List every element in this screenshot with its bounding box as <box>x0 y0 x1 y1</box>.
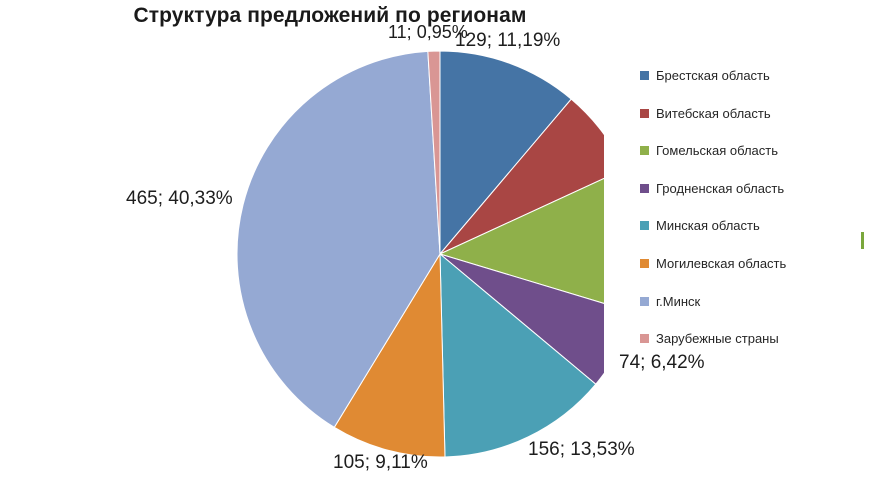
legend-item-minsk-oblast[interactable]: Минская область <box>640 216 864 235</box>
legend-item-label: Витебская область <box>656 105 771 121</box>
pie-svg <box>236 50 604 458</box>
legend-item-label: Могилевская область <box>656 255 787 271</box>
pie-slice[interactable] <box>439 50 572 256</box>
legend-swatch-icon <box>640 146 649 156</box>
pie-slice[interactable] <box>439 98 604 255</box>
data-label-brest: 129; 11,19% <box>455 30 561 51</box>
legend-swatch-icon <box>640 221 649 231</box>
chart-legend: Брестская область Витебская область Гоме… <box>640 66 864 367</box>
legend-item-gomel[interactable]: Гомельская область <box>640 141 864 160</box>
pie-slice[interactable] <box>438 169 604 313</box>
clipped-edge-sliver <box>861 232 864 249</box>
chart-title: Структура предложений по регионам <box>133 4 527 27</box>
legend-item-label: Гомельская область <box>656 143 778 159</box>
legend-swatch-icon <box>640 108 649 118</box>
pie-slices <box>236 50 604 458</box>
legend-item-minsk-city[interactable]: г.Минск <box>640 292 864 311</box>
legend-swatch-icon <box>640 71 649 80</box>
legend-item-vitebsk[interactable]: Витебская область <box>640 104 864 123</box>
plot-area <box>236 50 604 458</box>
legend-item-mogilev[interactable]: Могилевская область <box>640 254 864 273</box>
legend-swatch-icon <box>640 296 649 306</box>
legend-item-label: Брестская область <box>656 68 770 83</box>
legend-swatch-icon <box>640 183 649 193</box>
legend-item-label: Минская область <box>656 218 760 234</box>
legend-item-brest[interactable]: Брестская область <box>640 66 864 85</box>
legend-item-label: г.Минск <box>656 293 701 309</box>
legend-item-label: Гродненская область <box>656 180 785 196</box>
pie-slice[interactable] <box>427 50 441 255</box>
data-label-mogilev: 105; 9,11% <box>333 452 428 473</box>
data-label-minsk-city: 465; 40,33% <box>126 188 233 209</box>
pie-slice[interactable] <box>236 50 441 428</box>
data-label-foreign: 11; 0,95% <box>388 22 468 42</box>
pie-slice[interactable] <box>439 252 597 458</box>
legend-swatch-icon <box>640 258 649 268</box>
legend-item-grodno[interactable]: Гродненская область <box>640 179 864 198</box>
data-label-grodno: 74; 6,42% <box>619 352 705 373</box>
legend-item-label: Зарубежные страны <box>656 331 779 347</box>
pie-slice[interactable] <box>333 252 446 458</box>
data-label-minsk-oblast: 156; 13,53% <box>528 439 635 460</box>
legend-swatch-icon <box>640 334 649 344</box>
legend-item-foreign[interactable]: Зарубежные страны <box>640 329 864 348</box>
